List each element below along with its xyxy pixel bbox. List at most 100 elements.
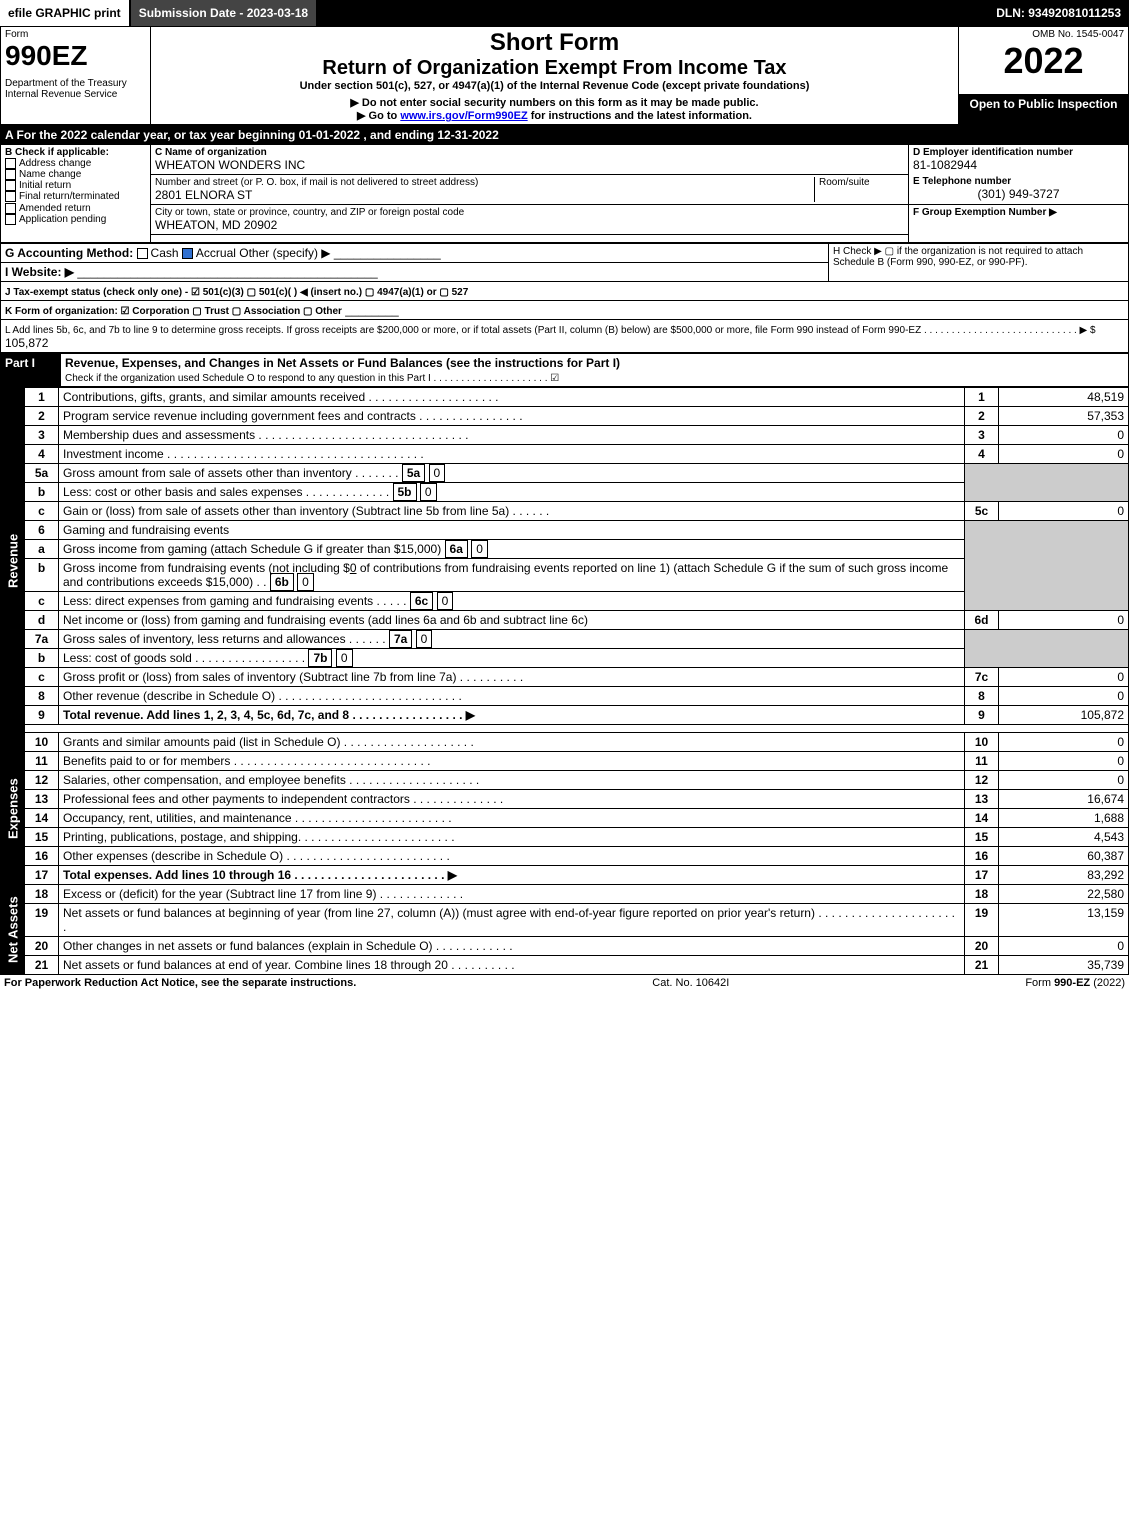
- cb-label-amended: Amended return: [19, 203, 91, 214]
- line-1-num: 1: [25, 388, 59, 407]
- line-15-value: 4,543: [999, 828, 1129, 847]
- line-7b-row: Less: cost of goods sold . . . . . . . .…: [59, 649, 965, 668]
- section-e-label: E Telephone number: [913, 176, 1124, 187]
- expenses-side-label: Expenses: [1, 733, 25, 885]
- section-b-label: B Check if applicable:: [5, 147, 146, 158]
- line-6d-text: Net income or (loss) from gaming and fun…: [59, 611, 965, 630]
- checkbox-accrual[interactable]: [182, 248, 193, 259]
- line-6b-amount: 0: [350, 561, 357, 575]
- checkbox-final-return[interactable]: [5, 191, 16, 202]
- cb-label-address: Address change: [19, 158, 91, 169]
- line-4-num: 4: [25, 445, 59, 464]
- line-6b-num: b: [25, 559, 59, 592]
- footer-mid: Cat. No. 10642I: [652, 977, 729, 989]
- line-6-num: 6: [25, 521, 59, 540]
- line-3-text: Membership dues and assessments . . . . …: [59, 426, 965, 445]
- ssn-warning: ▶ Do not enter social security numbers o…: [155, 96, 954, 109]
- line-3-value: 0: [999, 426, 1129, 445]
- form-word: Form: [5, 29, 146, 40]
- line-14-text: Occupancy, rent, utilities, and maintena…: [59, 809, 965, 828]
- line-6c-inner-value: 0: [437, 592, 454, 610]
- line-5a-row: Gross amount from sale of assets other t…: [59, 464, 965, 483]
- line-6b-inner-value: 0: [297, 573, 314, 591]
- phone-value: (301) 949-3727: [913, 187, 1124, 201]
- line-6a-inner-value: 0: [471, 540, 488, 558]
- line-6b-row: Gross income from fundraising events (no…: [59, 559, 965, 592]
- line-8-refnum: 8: [965, 687, 999, 706]
- line-9-text: Total revenue. Add lines 1, 2, 3, 4, 5c,…: [59, 706, 965, 725]
- checkbox-name-change[interactable]: [5, 169, 16, 180]
- line-6b-inner-label: 6b: [270, 573, 294, 591]
- submission-date-button[interactable]: Submission Date - 2023-03-18: [129, 0, 316, 26]
- netassets-side-label: Net Assets: [1, 885, 25, 975]
- cash-label: Cash: [151, 246, 179, 260]
- form-header-table: Form 990EZ Department of the Treasury In…: [0, 26, 1129, 125]
- line-5c-num: c: [25, 502, 59, 521]
- street-address: 2801 ELNORA ST: [155, 188, 814, 202]
- subtitle: Under section 501(c), 527, or 4947(a)(1)…: [155, 80, 954, 92]
- line-9-value: 105,872: [999, 706, 1129, 725]
- line-19-num: 19: [25, 904, 59, 937]
- line-5b-num: b: [25, 483, 59, 502]
- line-18-text: Excess or (deficit) for the year (Subtra…: [59, 885, 965, 904]
- checkbox-cash[interactable]: [137, 248, 148, 259]
- line-6d-value: 0: [999, 611, 1129, 630]
- irs-link[interactable]: www.irs.gov/Form990EZ: [400, 110, 527, 122]
- checkbox-initial-return[interactable]: [5, 180, 16, 191]
- line-19-refnum: 19: [965, 904, 999, 937]
- line-20-text: Other changes in net assets or fund bala…: [59, 937, 965, 956]
- cb-label-name: Name change: [19, 169, 81, 180]
- checkbox-pending[interactable]: [5, 214, 16, 225]
- cb-label-final: Final return/terminated: [19, 192, 120, 203]
- omb-number: OMB No. 1545-0047: [963, 29, 1124, 40]
- org-name: WHEATON WONDERS INC: [155, 158, 904, 172]
- line-14-refnum: 14: [965, 809, 999, 828]
- line-8-value: 0: [999, 687, 1129, 706]
- line-6a-row: Gross income from gaming (attach Schedul…: [59, 540, 965, 559]
- line-20-value: 0: [999, 937, 1129, 956]
- line-11-value: 0: [999, 752, 1129, 771]
- line-10-refnum: 10: [965, 733, 999, 752]
- line-6a-inner-label: 6a: [445, 540, 468, 558]
- line-7b-inner-label: 7b: [308, 649, 332, 667]
- top-bar: efile GRAPHIC print Submission Date - 20…: [0, 0, 1129, 26]
- footer-left: For Paperwork Reduction Act Notice, see …: [4, 977, 356, 989]
- cb-label-initial: Initial return: [19, 180, 71, 191]
- lines-table: Revenue 1 Contributions, gifts, grants, …: [0, 387, 1129, 975]
- line-10-value: 0: [999, 733, 1129, 752]
- line-16-refnum: 16: [965, 847, 999, 866]
- efile-print-button[interactable]: efile GRAPHIC print: [0, 0, 129, 26]
- checkbox-address-change[interactable]: [5, 158, 16, 169]
- ein-value: 81-1082944: [913, 158, 1124, 172]
- section-g-label: G Accounting Method:: [5, 246, 133, 260]
- line-13-refnum: 13: [965, 790, 999, 809]
- line-7c-num: c: [25, 668, 59, 687]
- part1-header-table: Part I Revenue, Expenses, and Changes in…: [0, 353, 1129, 387]
- line-1-text: Contributions, gifts, grants, and simila…: [59, 388, 965, 407]
- line-12-refnum: 12: [965, 771, 999, 790]
- line-5c-refnum: 5c: [965, 502, 999, 521]
- addr-label: Number and street (or P. O. box, if mail…: [155, 177, 814, 188]
- line-2-value: 57,353: [999, 407, 1129, 426]
- line-15-refnum: 15: [965, 828, 999, 847]
- line-5a-inner-label: 5a: [402, 464, 425, 482]
- city-label: City or town, state or province, country…: [155, 207, 904, 218]
- short-form-title: Short Form: [155, 29, 954, 57]
- section-d-label: D Employer identification number: [913, 147, 1124, 158]
- line-18-num: 18: [25, 885, 59, 904]
- line-5c-text: Gain or (loss) from sale of assets other…: [59, 502, 965, 521]
- other-label: Other (specify) ▶: [239, 246, 330, 260]
- line-12-value: 0: [999, 771, 1129, 790]
- line-13-text: Professional fees and other payments to …: [59, 790, 965, 809]
- gross-receipts-value: 105,872: [5, 336, 48, 350]
- line-16-text: Other expenses (describe in Schedule O) …: [59, 847, 965, 866]
- checkbox-amended[interactable]: [5, 203, 16, 214]
- line-16-value: 60,387: [999, 847, 1129, 866]
- line-11-refnum: 11: [965, 752, 999, 771]
- line-21-text: Net assets or fund balances at end of ye…: [59, 956, 965, 975]
- line-18-refnum: 18: [965, 885, 999, 904]
- line-17-text: Total expenses. Add lines 10 through 16 …: [59, 866, 965, 885]
- line-7a-inner-value: 0: [416, 630, 433, 648]
- line-14-num: 14: [25, 809, 59, 828]
- line-19-value: 13,159: [999, 904, 1129, 937]
